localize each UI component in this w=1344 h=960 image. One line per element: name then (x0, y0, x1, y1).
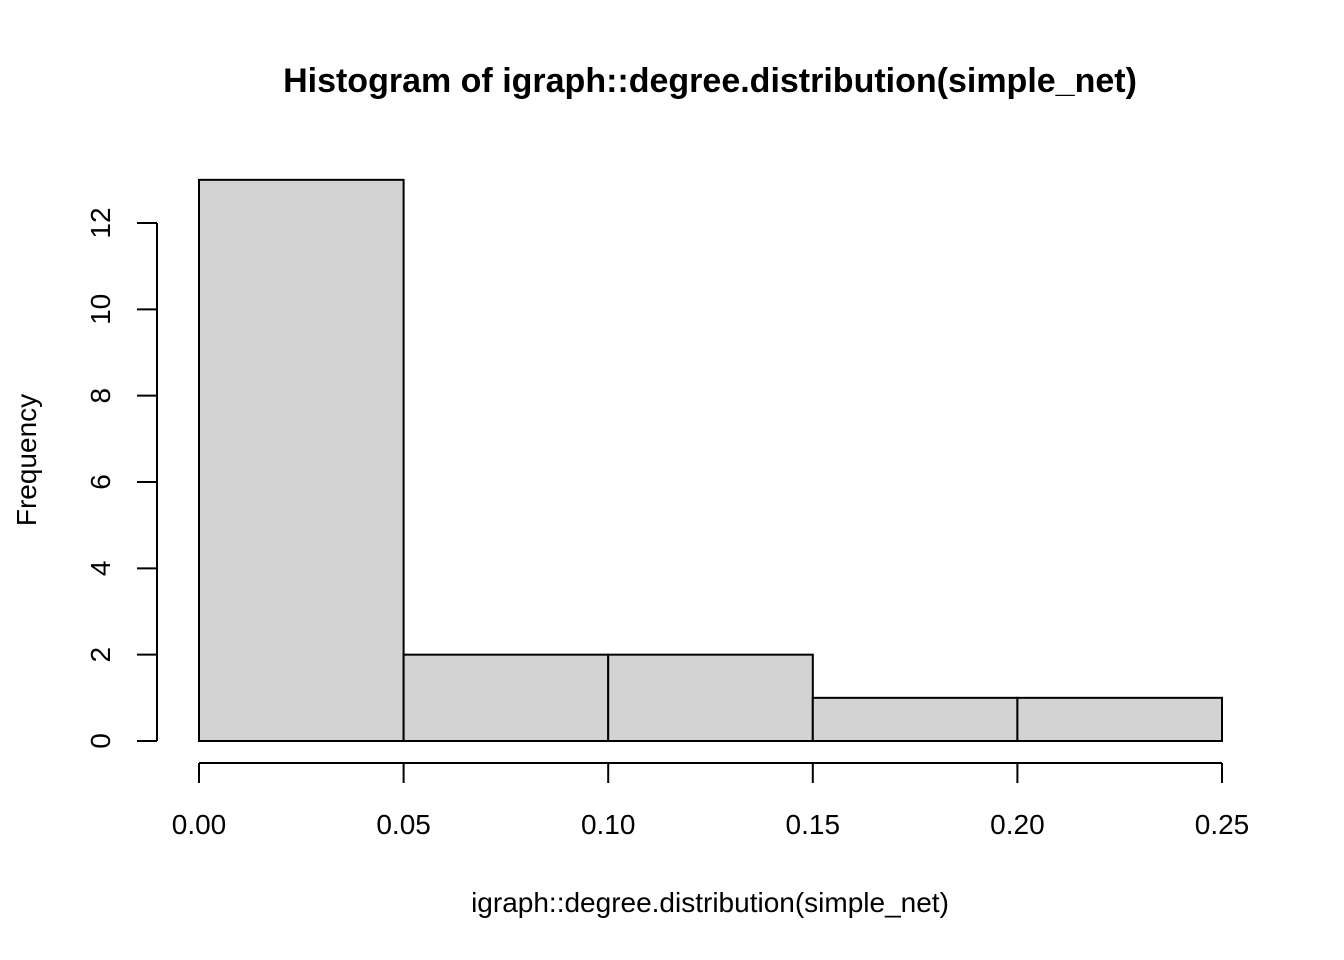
histogram-bar-5 (1016, 696, 1224, 742)
x-tick-label: 0.10 (581, 809, 636, 840)
y-tick-label: 2 (85, 647, 116, 663)
bars-group (198, 178, 1224, 743)
histogram-bar-2 (402, 653, 610, 743)
y-tick-label: 0 (85, 733, 116, 749)
y-tick-label: 12 (85, 207, 116, 238)
histogram-bar-1 (198, 178, 405, 743)
y-tick-label: 4 (85, 561, 116, 577)
y-tick-label: 10 (85, 294, 116, 325)
y-tick-label: 6 (85, 474, 116, 490)
x-tick-label: 0.00 (172, 809, 227, 840)
x-tick-label: 0.05 (376, 809, 431, 840)
x-tick-label: 0.15 (786, 809, 841, 840)
y-axis-label: Frequency (11, 394, 42, 526)
histogram-bar-3 (607, 653, 814, 743)
x-axis-label: igraph::degree.distribution(simple_net) (471, 887, 949, 918)
chart-title: Histogram of igraph::degree.distribution… (283, 62, 1137, 100)
x-tick-label: 0.20 (990, 809, 1045, 840)
y-tick-label: 8 (85, 388, 116, 404)
histogram-bar-4 (811, 696, 1019, 742)
x-axis: 0.00 0.05 0.10 0.15 0.20 0.25 (172, 762, 1250, 840)
x-tick-label: 0.25 (1195, 809, 1250, 840)
y-axis: 0 2 4 6 8 10 12 (85, 207, 158, 749)
